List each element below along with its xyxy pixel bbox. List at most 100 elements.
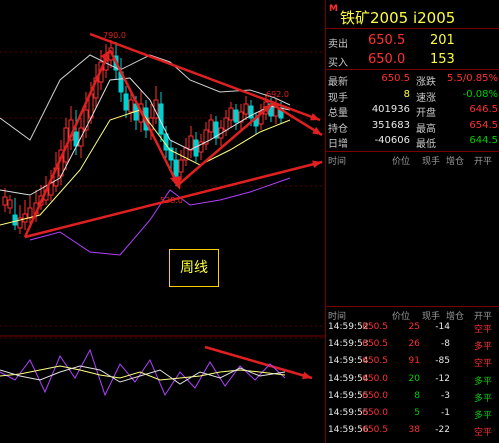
ma-yellow-line [0,109,291,226]
bollinger-lower [29,177,291,256]
candle-body [248,105,254,119]
oscillator-white [0,365,286,385]
stat-label: 持仓 [328,123,348,135]
stat-row: 现手 8 速涨 -0.08% [326,88,499,106]
tick-time: 14:59:54 [328,356,369,367]
bid-row: 买入 650.0 153 [326,51,499,69]
stat-label: 最新 [328,77,348,88]
trend-arrow-rise-head [262,104,272,113]
tick-row[interactable]: 14:59:52 650.5 25 -14 空平 [326,320,499,337]
upper-trendline-arrow [89,32,321,122]
trend-arrow-fall-head [312,126,322,135]
tick-type: 多平 [474,411,493,421]
tick-time: 14:59:54 [328,373,369,384]
upper-trendline-arrow-head [310,113,320,121]
stat-value: 654.5 [469,119,498,131]
high-price-label: 790.0 [103,31,126,40]
tick-price: 650.0 [362,373,388,384]
tick-oi-change: -85 [435,356,450,367]
tick-time: 14:59:55 [328,390,369,401]
tick-row[interactable]: 14:59:54 650.0 20 -12 多平 [326,372,499,389]
stat-value: -40606 [374,135,410,146]
candlestick-svg: 790.0 528.0 692.0 [0,31,325,397]
candle-body [128,99,134,113]
tick-volume: 20 [408,373,420,384]
period-label: 周线 [169,249,219,287]
stat-row: 总量 401936 开盘 646.5 [326,103,499,121]
tick-volume: 38 [408,425,420,436]
divider [326,151,499,152]
candle-body [223,117,229,131]
tick-row[interactable]: 14:59:55 650.0 5 -1 多平 [326,406,499,423]
tick-volume: 26 [408,339,420,350]
trend-arrow-down [108,49,180,186]
quote-panel: M 铁矿2005 i2005 卖出 650.5 201 买入 650.0 153… [325,0,499,443]
oscillator-yellow [0,365,286,381]
tick-type: 空平 [474,359,493,370]
candle-body [188,135,194,151]
ask-label: 卖出 [328,39,348,50]
tick-row[interactable]: 14:59:55 650.0 8 -3 多平 [326,389,499,406]
stat-label: 总量 [328,108,348,119]
candle-body [178,159,184,173]
low-price-label: 528.0 [160,196,183,205]
trend-arrow-fall [271,102,323,137]
stat-value: 650.5 [381,73,410,84]
ask-price: 650.5 [368,33,406,48]
stat-label: 最高 [416,123,436,135]
trend-arrow-up [23,49,112,238]
tick-price: 650.0 [362,408,388,418]
instrument-title: 铁矿2005 i2005 [340,9,456,27]
trend-arrow-up-head [101,50,110,63]
candle-body [198,141,204,153]
stat-label: 最低 [416,139,436,150]
candle-body [173,159,179,177]
stat-row: 日增 -40606 最低 644.5 [326,134,499,152]
tick-oi-change: -12 [435,373,450,384]
stat-label: 速涨 [416,92,436,104]
tick-volume: 8 [414,390,420,401]
tick-time: 14:59:52 [328,322,369,332]
stat-value: 401936 [371,104,410,115]
tick-price: 650.5 [362,339,388,350]
stat-value: 644.5 [469,135,498,146]
tick-oi-change: -3 [441,390,450,401]
bollinger-upper [0,54,291,141]
stat-value: 351683 [371,119,410,131]
candle-body [213,121,219,139]
tick-header-cell: 开平 [474,312,493,322]
candle-body [17,217,23,229]
stat-label: 涨跌 [416,77,436,88]
oscillator-trend-arrow-head [302,371,312,380]
trend-arrow-rise [177,103,273,186]
tick-header-cell: 时间 [328,312,347,322]
trend-arrow-down-head [170,176,181,190]
tick-time: 14:59:56 [328,425,369,436]
tick-row[interactable]: 14:59:53 650.5 26 -8 多平 [326,337,499,354]
tick-row[interactable]: 14:59:54 650.5 91 -85 空平 [326,354,499,371]
candle-body [243,103,249,115]
tick-header-cell: 现手 [422,157,441,167]
stat-label: 日增 [328,139,348,150]
tick-type: 多平 [474,342,493,353]
tick-volume: 91 [408,356,420,367]
tick-type: 多平 [474,393,493,404]
lower-trendline-arrow-head [312,160,322,169]
stat-value: -0.08% [462,88,498,100]
tick-price: 650.0 [362,390,388,401]
candle-body [233,109,239,123]
tick-header-cell: 增仓 [446,157,465,167]
candle-body [27,207,33,219]
kline-chart[interactable]: 790.0 528.0 692.0 周线 [0,0,325,443]
tick-row[interactable]: 14:59:56 650.5 38 -22 空平 [326,423,499,440]
tick-type: 多平 [474,376,493,387]
candle-body [208,119,214,133]
tick-header-cell: 增仓 [446,312,465,322]
stat-row: 持仓 351683 最高 654.5 [326,119,499,137]
tick-header-cell: 现手 [422,312,441,322]
tick-volume: 25 [408,322,420,332]
divider [326,28,499,29]
tick-type: 空平 [474,428,493,439]
ask-row: 卖出 650.5 201 [326,32,499,50]
stat-value: 646.5 [469,104,498,115]
